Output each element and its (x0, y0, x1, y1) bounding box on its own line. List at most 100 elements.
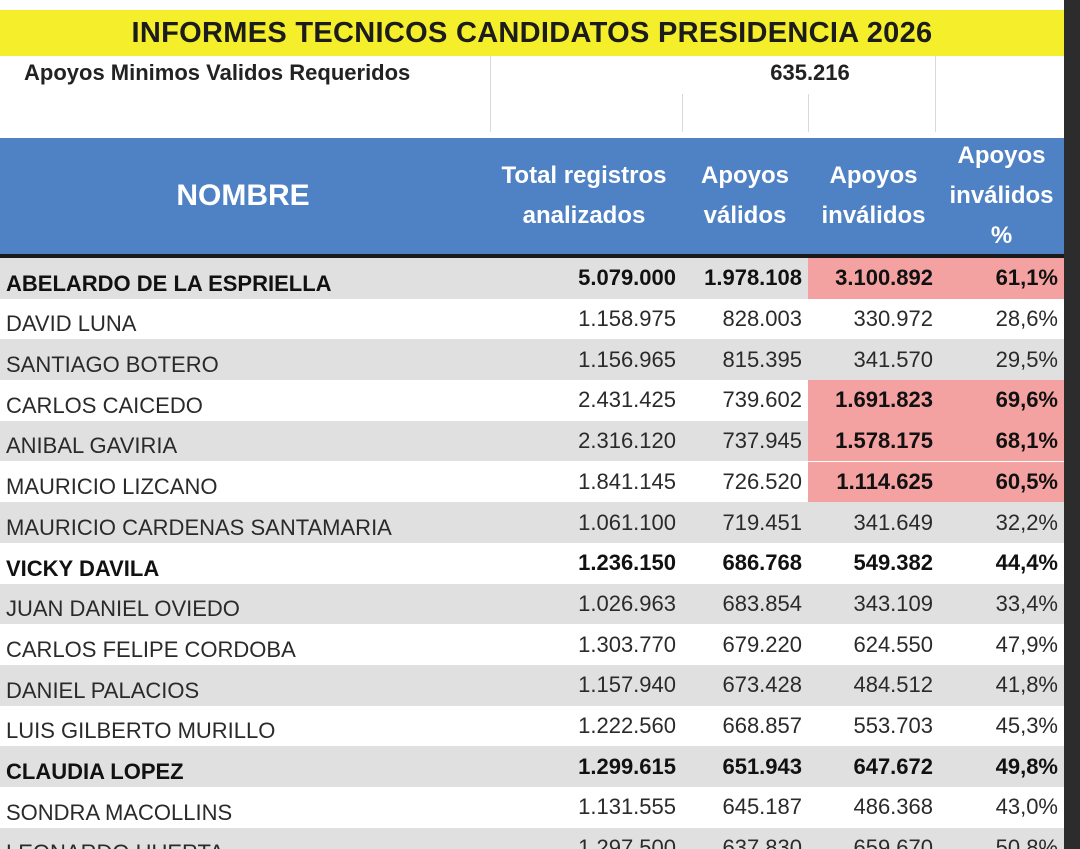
total-registros-cell: 1.061.100 (578, 509, 676, 535)
header-apoyos-validos: Apoyos válidos (700, 162, 789, 229)
apoyos-invalidos-cell: 1.578.175 (808, 420, 939, 462)
candidate-name-cell: VICKY DAVILA (6, 555, 160, 581)
total-registros-cell: 1.156.965 (578, 346, 676, 372)
apoyos-invalidos-cell: 553.703 (853, 713, 933, 739)
apoyos-validos-cell: 683.854 (722, 590, 802, 616)
apoyos-validos-cell: 679.220 (722, 631, 802, 657)
table-row: MAURICIO LIZCANO 1.841.145 726.520 1.114.62… (0, 461, 1064, 503)
candidate-name-cell: CARLOS FELIPE CORDOBA (6, 636, 296, 662)
apoyos-validos-cell: 637.830 (722, 835, 802, 849)
total-registros-cell: 2.431.425 (578, 387, 676, 413)
candidate-name-cell: MAURICIO CARDENAS SANTAMARIA (6, 514, 392, 540)
table-row: VICKY DAVILA 1.236.150 686.768 549.382 44,4% (0, 543, 1064, 584)
gridline (935, 56, 936, 94)
total-registros-cell: 1.158.975 (578, 306, 676, 332)
apoyos-invalidos-cell: 624.550 (853, 631, 933, 657)
apoyos-validos-cell: 651.943 (722, 753, 802, 779)
apoyos-invalidos-pct-cell: 47,9% (995, 631, 1058, 657)
header-total-registros: Total registros analizados (501, 162, 667, 229)
apoyos-invalidos-cell: 3.100.892 (808, 258, 939, 299)
apoyos-invalidos-pct-cell: 28,6% (995, 306, 1058, 332)
header-nombre: NOMBRE (176, 179, 310, 212)
apoyos-invalidos-pct-cell: 50,8% (995, 835, 1058, 849)
apoyos-validos-cell: 645.187 (722, 794, 802, 820)
gridline (808, 94, 809, 132)
apoyos-validos-cell: 726.520 (722, 468, 802, 494)
table-row: SANTIAGO BOTERO 1.156.965 815.395 341.570 29… (0, 339, 1064, 381)
required-support-label: Apoyos Minimos Validos Requeridos (24, 60, 411, 85)
blank-row (0, 94, 1064, 132)
apoyos-invalidos-cell: 330.972 (853, 306, 933, 332)
total-registros-cell: 1.157.940 (578, 672, 676, 698)
report-title: INFORMES TECNICOS CANDIDATOS PRESIDENCIA… (0, 10, 1064, 56)
apoyos-validos-cell: 673.428 (722, 672, 802, 698)
apoyos-invalidos-cell: 484.512 (853, 672, 933, 698)
apoyos-invalidos-cell: 1.114.625 (808, 461, 939, 503)
candidate-name-cell: ABELARDO DE LA ESPRIELLA (6, 270, 332, 296)
screen-edge (1064, 0, 1080, 849)
apoyos-invalidos-pct-cell: 32,2% (995, 509, 1058, 535)
total-registros-cell: 1.303.770 (578, 631, 676, 657)
header-apoyos-invalidos: Apoyos inválidos (821, 162, 926, 229)
table-row: CLAUDIA LOPEZ 1.299.615 651.943 647.672 49,8… (0, 746, 1064, 788)
total-registros-cell: 5.079.000 (578, 265, 676, 291)
apoyos-validos-cell: 686.768 (722, 550, 802, 576)
candidate-name-cell: ANIBAL GAVIRIA (6, 433, 178, 459)
gridline (935, 94, 936, 132)
candidate-name-cell: SANTIAGO BOTERO (6, 352, 219, 378)
table-row: ANIBAL GAVIRIA 2.316.120 737.945 1.578.175 6… (0, 420, 1064, 462)
apoyos-invalidos-pct-cell: 43,0% (995, 794, 1058, 820)
candidate-name-cell: DAVID LUNA (6, 311, 137, 337)
apoyos-invalidos-pct-cell: 45,3% (995, 713, 1058, 739)
gridline (490, 94, 491, 132)
candidate-name-cell: CLAUDIA LOPEZ (6, 759, 184, 785)
table-row: JUAN DANIEL OVIEDO 1.026.963 683.854 343.10… (0, 583, 1064, 625)
gridline (682, 94, 683, 132)
candidate-name-cell: CARLOS CAICEDO (6, 392, 203, 418)
required-support-row: Apoyos Minimos Validos Requeridos 635.21… (0, 56, 1064, 94)
apoyos-invalidos-pct-cell: 49,8% (995, 753, 1058, 779)
table-row: DANIEL PALACIOS 1.157.940 673.428 484.512 41… (0, 665, 1064, 706)
apoyos-invalidos-pct-cell: 29,5% (995, 346, 1058, 372)
candidate-name-cell: SONDRA MACOLLINS (6, 799, 233, 825)
apoyos-invalidos-pct-cell: 61,1% (939, 258, 1064, 299)
total-registros-cell: 1.026.963 (578, 590, 676, 616)
total-registros-cell: 1.299.615 (578, 753, 676, 779)
gridline (490, 56, 491, 94)
apoyos-validos-cell: 719.451 (722, 509, 802, 535)
apoyos-invalidos-pct-cell: 41,8% (995, 672, 1058, 698)
total-registros-cell: 1.131.555 (578, 794, 676, 820)
table-row: LUIS GILBERTO MURILLO 1.222.560 668.857 553… (0, 706, 1064, 747)
apoyos-invalidos-cell: 659.670 (853, 835, 933, 849)
total-registros-cell: 2.316.120 (578, 428, 676, 454)
apoyos-invalidos-cell: 647.672 (853, 753, 933, 779)
table-row: LEONARDO HUERTA 1.297.500 637.830 659.670 50… (0, 827, 1064, 849)
apoyos-invalidos-pct-cell: 60,5% (939, 461, 1064, 503)
apoyos-validos-cell: 668.857 (722, 713, 802, 739)
table-row: MAURICIO CARDENAS SANTAMARIA 1.061.100 719… (0, 502, 1064, 543)
apoyos-validos-cell: 815.395 (722, 346, 802, 372)
apoyos-invalidos-cell: 341.649 (853, 509, 933, 535)
table-row: ABELARDO DE LA ESPRIELLA 5.079.000 1.978.1… (0, 258, 1064, 299)
header-apoyos-invalidos-pct: Apoyos inválidos % (949, 142, 1054, 249)
apoyos-invalidos-pct-cell: 68,1% (939, 420, 1064, 462)
candidate-name-cell: JUAN DANIEL OVIEDO (6, 596, 240, 622)
table-row: SONDRA MACOLLINS 1.131.555 645.187 486.368 4… (0, 787, 1064, 828)
total-registros-cell: 1.297.500 (578, 835, 676, 849)
apoyos-invalidos-pct-cell: 69,6% (939, 380, 1064, 421)
apoyos-invalidos-cell: 549.382 (853, 550, 933, 576)
candidate-name-cell: MAURICIO LIZCANO (6, 474, 218, 500)
apoyos-invalidos-pct-cell: 33,4% (995, 590, 1058, 616)
table-row: DAVID LUNA 1.158.975 828.003 330.972 28,6% (0, 299, 1064, 340)
candidate-name-cell: DANIEL PALACIOS (6, 677, 200, 703)
apoyos-validos-cell: 1.978.108 (704, 265, 802, 291)
apoyos-validos-cell: 739.602 (722, 387, 802, 413)
apoyos-invalidos-cell: 1.691.823 (808, 380, 939, 421)
total-registros-cell: 1.222.560 (578, 713, 676, 739)
candidate-name-cell: LEONARDO HUERTA (6, 828, 486, 849)
apoyos-validos-cell: 737.945 (722, 428, 802, 454)
apoyos-invalidos-cell: 341.570 (853, 346, 933, 372)
header-divider (0, 254, 1064, 258)
apoyos-invalidos-cell: 343.109 (853, 590, 933, 616)
